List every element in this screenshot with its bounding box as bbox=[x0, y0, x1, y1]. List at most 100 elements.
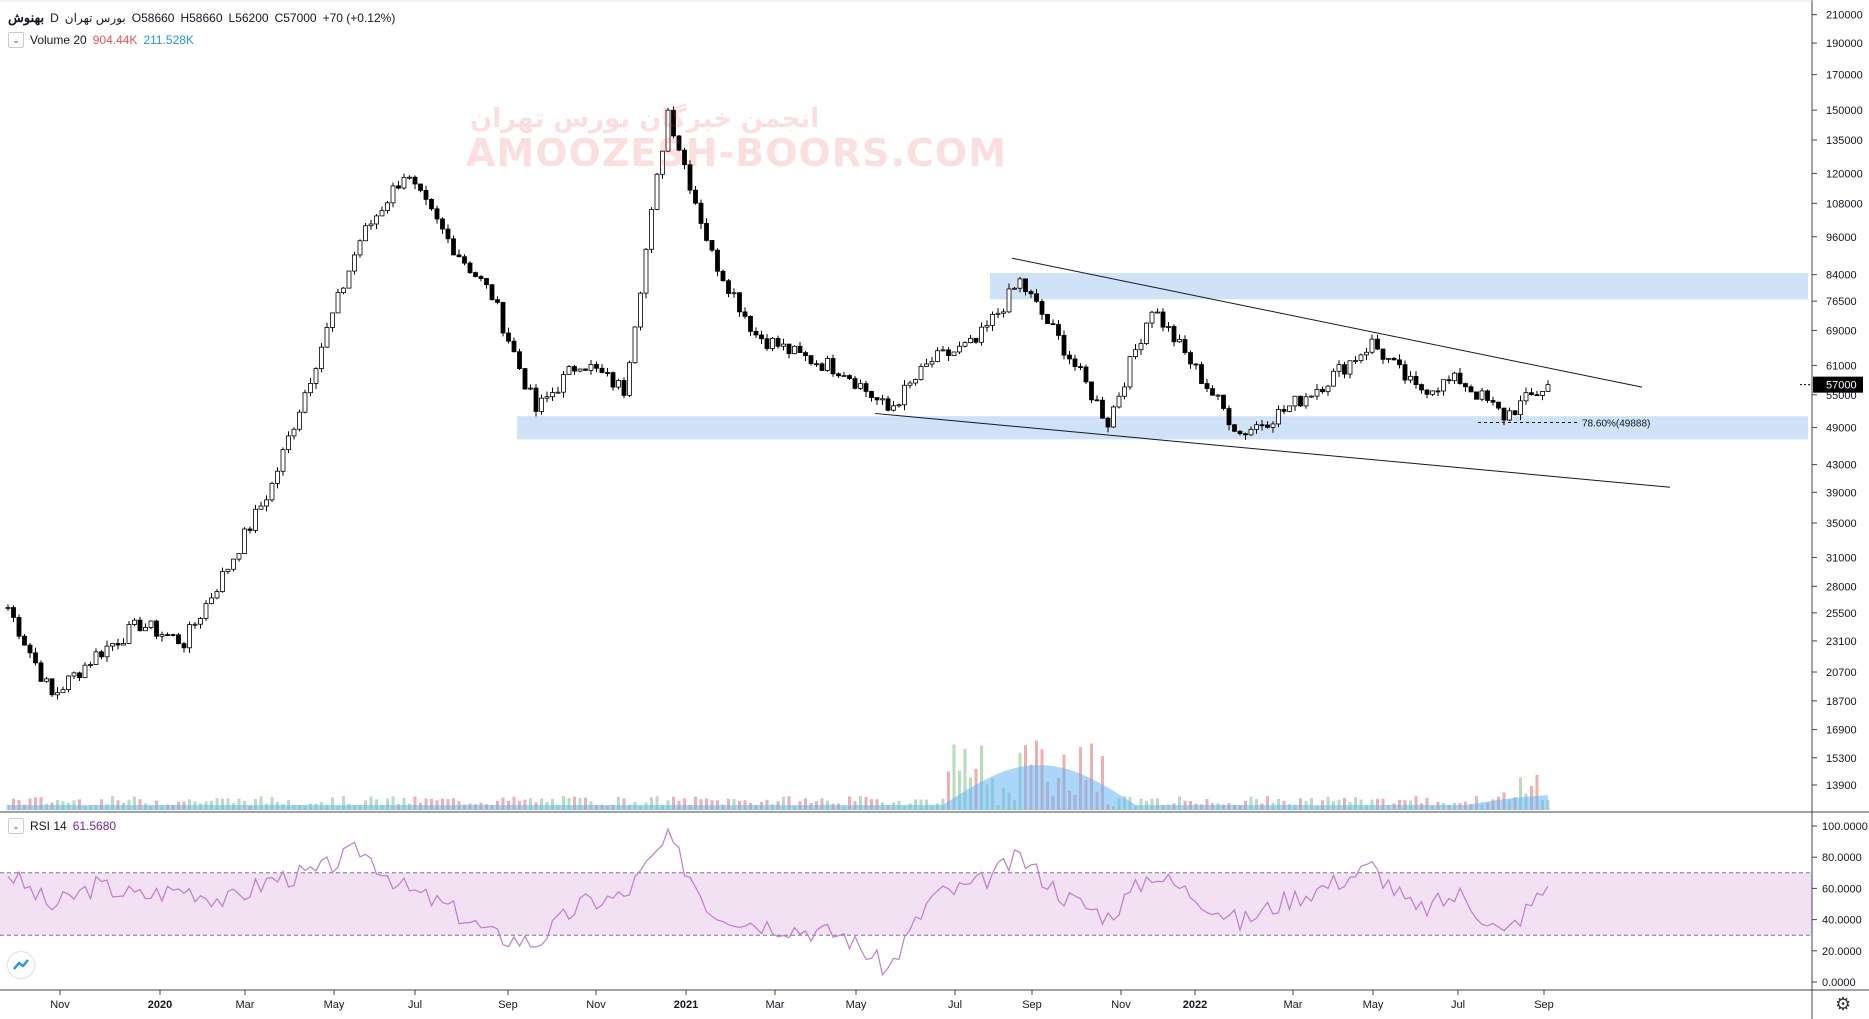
candle-body bbox=[1193, 363, 1199, 366]
volume-bar bbox=[870, 799, 873, 810]
candle-body bbox=[1468, 386, 1474, 393]
candle-body bbox=[1529, 392, 1534, 396]
candle-body bbox=[1155, 311, 1160, 314]
candle-body bbox=[495, 299, 500, 303]
gear-icon[interactable]: ⚙ bbox=[1835, 994, 1852, 1014]
candle-body bbox=[704, 223, 709, 241]
volume-bar bbox=[655, 796, 659, 810]
candle-body bbox=[1127, 356, 1133, 388]
ohlc-low: L56200 bbox=[228, 11, 269, 25]
price-tick-label: 31000 bbox=[1826, 552, 1857, 564]
candle-body bbox=[511, 340, 517, 353]
volume-bar bbox=[501, 797, 505, 810]
price-tick-label: 35000 bbox=[1826, 518, 1857, 530]
candle-body bbox=[1424, 389, 1430, 395]
volume-bar bbox=[864, 796, 868, 810]
candle-body bbox=[808, 355, 814, 365]
time-tick-label: Sep bbox=[498, 999, 518, 1011]
candle-body bbox=[280, 449, 286, 472]
candle-body bbox=[781, 343, 786, 347]
candle-body bbox=[913, 379, 918, 384]
volume-bar bbox=[1381, 798, 1385, 810]
candle-body bbox=[1474, 391, 1479, 400]
candle-body bbox=[792, 345, 797, 355]
candle-body bbox=[264, 499, 269, 507]
volume-bar bbox=[100, 799, 103, 810]
volume-legend: ⌄ Volume 20 904.44K 211.528K bbox=[8, 32, 194, 48]
candle-body bbox=[1067, 354, 1072, 360]
watermark-persian: انجمن خبرگان بورس تهران bbox=[470, 104, 820, 134]
candle-body bbox=[649, 208, 654, 250]
time-tick-label: 2020 bbox=[148, 999, 172, 1011]
price-tick-label: 28000 bbox=[1826, 581, 1857, 593]
tradingview-logo-icon[interactable] bbox=[8, 952, 34, 978]
time-tick-label: May bbox=[846, 999, 867, 1011]
volume-bar bbox=[1101, 756, 1104, 810]
candle-body bbox=[363, 225, 368, 242]
interval-label[interactable]: D bbox=[50, 11, 59, 25]
candle-body bbox=[1094, 399, 1100, 402]
price-tick-label: 25500 bbox=[1826, 608, 1857, 620]
candle-body bbox=[500, 301, 506, 334]
candle-body bbox=[385, 202, 390, 212]
candle-body bbox=[434, 208, 440, 220]
chevron-down-icon[interactable]: ⌄ bbox=[8, 32, 24, 48]
time-tick-label: Nov bbox=[50, 999, 70, 1011]
volume-bar bbox=[562, 796, 565, 810]
candle-body bbox=[539, 397, 544, 412]
symbol-name[interactable]: بهنوش bbox=[8, 10, 45, 25]
candle-body bbox=[506, 332, 511, 342]
candle-body bbox=[429, 199, 434, 210]
volume-label[interactable]: Volume 20 bbox=[30, 33, 87, 47]
candle-body bbox=[1402, 364, 1408, 381]
candle-body bbox=[885, 398, 891, 411]
price-tick-label: 61000 bbox=[1826, 360, 1857, 372]
candle-body bbox=[638, 292, 643, 328]
volume-bar bbox=[221, 798, 224, 810]
volume-bar bbox=[188, 799, 191, 810]
volume-bar bbox=[512, 796, 516, 810]
candle-body bbox=[445, 228, 451, 240]
candle-body bbox=[302, 392, 308, 413]
candle-body bbox=[1298, 395, 1303, 407]
candle-body bbox=[368, 223, 374, 227]
candle-body bbox=[214, 591, 220, 599]
candle-body bbox=[467, 262, 473, 273]
candle-body bbox=[940, 349, 946, 352]
volume-bar bbox=[1090, 743, 1093, 810]
volume-bar bbox=[914, 799, 917, 810]
candle-body bbox=[1215, 394, 1221, 397]
volume-bar bbox=[1425, 797, 1429, 810]
candle-body bbox=[643, 248, 649, 294]
candle-body bbox=[1006, 288, 1012, 313]
trend-lines: 78.60%(49888) bbox=[874, 257, 1671, 488]
rsi-legend: ⌄ RSI 14 61.5680 bbox=[8, 818, 116, 834]
candle-body bbox=[1012, 287, 1017, 290]
candle-body bbox=[148, 620, 154, 628]
candle-body bbox=[786, 343, 792, 355]
candle-body bbox=[852, 378, 858, 389]
candle-body bbox=[11, 607, 16, 618]
volume-bar bbox=[787, 796, 791, 810]
candle-body bbox=[973, 337, 979, 343]
rsi-pane bbox=[0, 827, 1812, 977]
volume-bar bbox=[402, 798, 406, 810]
candle-body bbox=[99, 651, 104, 658]
volume-bar bbox=[1343, 798, 1346, 810]
candle-body bbox=[1204, 383, 1210, 389]
candle-body bbox=[1171, 326, 1177, 343]
candle-body bbox=[198, 618, 203, 625]
price-tick-label: 23100 bbox=[1826, 636, 1857, 648]
candle-body bbox=[1248, 428, 1254, 436]
volume-bar bbox=[270, 796, 274, 810]
candle-body bbox=[115, 643, 121, 646]
volume-bar bbox=[573, 796, 576, 810]
candle-body bbox=[1353, 360, 1358, 362]
chevron-down-icon[interactable]: ⌄ bbox=[8, 818, 24, 834]
candle-body bbox=[726, 280, 731, 294]
candle-body bbox=[77, 672, 82, 679]
time-tick-label: May bbox=[324, 999, 345, 1011]
candle-body bbox=[825, 358, 830, 371]
rsi-label[interactable]: RSI 14 bbox=[30, 819, 67, 833]
